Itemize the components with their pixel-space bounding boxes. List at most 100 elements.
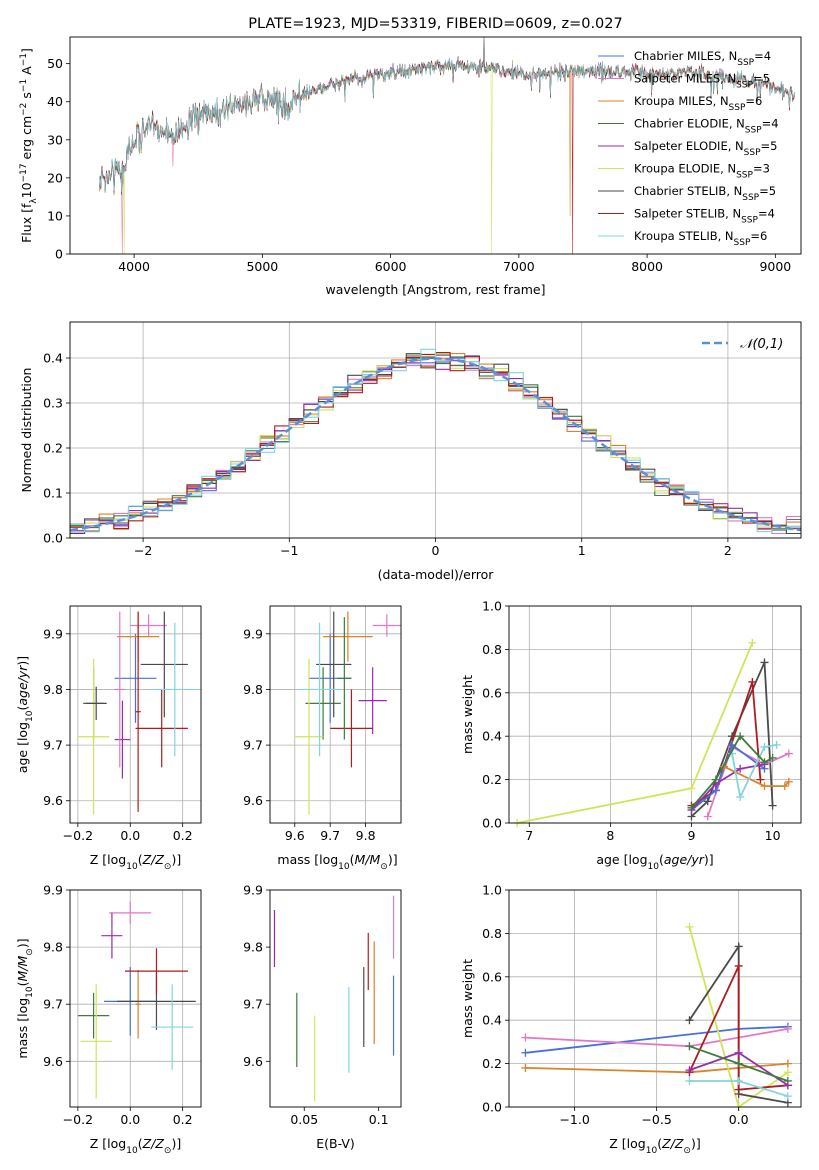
axes-frame bbox=[269, 889, 402, 1108]
y-tick-label: 0.2 bbox=[482, 772, 502, 787]
weight-line bbox=[691, 681, 762, 807]
y-tick-label: 9.7 bbox=[243, 997, 263, 1012]
legend-label: Salpeter STELIB, NSSP=4 bbox=[634, 207, 775, 226]
data-point bbox=[77, 992, 110, 1039]
plot-area bbox=[521, 922, 792, 1111]
y-tick-label: 9.6 bbox=[43, 1054, 63, 1069]
data-point bbox=[125, 948, 188, 994]
plus-marker bbox=[748, 638, 757, 647]
legend-label: Chabrier MILES, NSSP=4 bbox=[634, 49, 771, 68]
age-vs-mass-panel: 9.6 9.7 9.8 9.6 9.7 9.8 9.9 mass [log10(M/M⊙)] bbox=[243, 605, 402, 872]
y-tick-label: 0.1 bbox=[43, 486, 63, 501]
x-tick-label: −1.0 bbox=[559, 1112, 589, 1127]
plus-marker bbox=[685, 1076, 694, 1085]
y-tick-label: 0.6 bbox=[482, 685, 502, 700]
y-tick-label: 0.0 bbox=[482, 816, 502, 831]
data-point bbox=[135, 969, 141, 1039]
weight-line bbox=[690, 763, 765, 811]
axes-frame bbox=[69, 36, 802, 255]
data-point bbox=[109, 901, 152, 925]
weight-line bbox=[516, 642, 754, 824]
age-vs-z-panel: −0.2 0.0 0.2 9.6 9.7 9.8 9.9 Z [log10(Z/Z⊙)] age… bbox=[15, 605, 202, 872]
x-axis-label: age [log10(age/yr)] bbox=[596, 852, 713, 872]
y-tick-label: 9.7 bbox=[43, 997, 63, 1012]
plus-marker bbox=[736, 764, 745, 773]
y-tick-label: 0.4 bbox=[43, 351, 63, 366]
residual-histogram-panel: −2 −1 0 1 2 0.0 0.1 0.2 0.3 0.4 𝒩(0,1) (data-model)… bbox=[19, 321, 802, 582]
plus-marker bbox=[760, 758, 769, 767]
legend-label: Kroupa MILES, NSSP=6 bbox=[634, 94, 762, 113]
plus-marker bbox=[760, 743, 769, 752]
x-tick-label: −0.2 bbox=[63, 828, 93, 843]
data-point bbox=[77, 658, 110, 815]
y-axis-label: mass weight bbox=[460, 675, 475, 754]
x-tick-label: −0.5 bbox=[641, 1112, 671, 1127]
y-tick-label: 9.9 bbox=[243, 883, 263, 898]
y-tick-label: 50 bbox=[47, 56, 63, 71]
plus-marker bbox=[783, 1059, 792, 1068]
data-point bbox=[114, 633, 157, 723]
y-tick-label: 9.8 bbox=[43, 940, 63, 955]
y-tick-label: 0.0 bbox=[43, 531, 63, 546]
plus-marker bbox=[521, 1033, 530, 1042]
x-tick-label: 9.7 bbox=[320, 828, 340, 843]
x-tick-label: 8 bbox=[606, 828, 614, 843]
legend-label: Kroupa ELODIE, NSSP=3 bbox=[634, 162, 770, 181]
plus-marker bbox=[760, 658, 769, 667]
axes-frame bbox=[508, 605, 802, 824]
y-axis-label: mass [log10(M/M⊙)] bbox=[15, 938, 35, 1058]
data-point bbox=[135, 689, 188, 768]
legend-label: Salpeter ELODIE, NSSP=5 bbox=[634, 139, 777, 158]
x-tick-label: 6000 bbox=[375, 259, 407, 274]
plus-marker bbox=[736, 792, 745, 801]
axes-frame bbox=[69, 605, 202, 824]
spectrum-line bbox=[99, 57, 795, 193]
x-tick-label: 1 bbox=[578, 543, 586, 558]
spectrum-line bbox=[99, 59, 795, 255]
y-tick-label: 0.2 bbox=[482, 1056, 502, 1071]
x-tick-label: 7 bbox=[525, 828, 533, 843]
plus-marker bbox=[734, 942, 743, 951]
axes-frame bbox=[269, 605, 402, 824]
plus-marker bbox=[768, 801, 777, 810]
y-tick-label: 0.6 bbox=[482, 969, 502, 984]
plus-marker bbox=[783, 1068, 792, 1077]
x-tick-label: 9 bbox=[688, 828, 696, 843]
y-tick-label: 1.0 bbox=[482, 883, 502, 898]
plus-marker bbox=[784, 749, 793, 758]
data-point bbox=[305, 667, 341, 740]
x-tick-label: 4000 bbox=[118, 259, 150, 274]
y-tick-label: 0.3 bbox=[43, 396, 63, 411]
y-tick-label: 0.4 bbox=[482, 729, 502, 744]
y-tick-label: 9.6 bbox=[243, 1054, 263, 1069]
gaussian-curve bbox=[69, 357, 802, 532]
plus-marker bbox=[521, 1048, 530, 1057]
x-tick-label: 0.0 bbox=[120, 1112, 140, 1127]
plot-area bbox=[294, 611, 401, 815]
plus-marker bbox=[783, 1024, 792, 1033]
data-point bbox=[130, 614, 167, 637]
plus-marker bbox=[736, 732, 745, 741]
weight-line bbox=[723, 765, 790, 787]
data-point bbox=[140, 611, 188, 718]
y-tick-label: 40 bbox=[47, 94, 63, 109]
plus-marker bbox=[685, 1016, 694, 1025]
y-tick-label: 9.6 bbox=[243, 793, 263, 808]
data-point bbox=[316, 611, 352, 718]
x-tick-label: 0.2 bbox=[173, 828, 193, 843]
y-tick-label: 20 bbox=[47, 170, 63, 185]
x-tick-label: 7000 bbox=[503, 259, 535, 274]
y-tick-label: 1.0 bbox=[482, 599, 502, 614]
data-point bbox=[330, 689, 373, 768]
x-tick-label: 0 bbox=[432, 543, 440, 558]
plus-marker bbox=[734, 1085, 743, 1094]
plus-marker bbox=[521, 1063, 530, 1072]
legend-label: 𝒩(0,1) bbox=[740, 337, 783, 352]
x-tick-label: −1 bbox=[280, 543, 298, 558]
x-axis-label: E(B-V) bbox=[316, 1136, 355, 1151]
plus-marker bbox=[756, 775, 765, 784]
plot-area bbox=[77, 901, 196, 1099]
plus-marker bbox=[780, 782, 789, 791]
plus-marker bbox=[734, 1048, 743, 1057]
